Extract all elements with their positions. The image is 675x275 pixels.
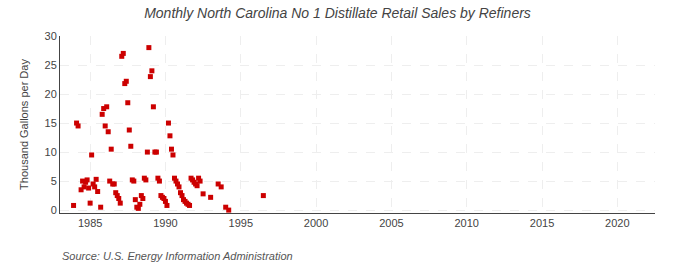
svg-text:10: 10 xyxy=(45,146,57,158)
svg-text:Monthly North Carolina No 1 Di: Monthly North Carolina No 1 Distillate R… xyxy=(144,5,531,21)
svg-text:15: 15 xyxy=(45,117,57,129)
svg-text:1985: 1985 xyxy=(78,217,102,229)
svg-text:20: 20 xyxy=(45,88,57,100)
svg-text:2015: 2015 xyxy=(530,217,554,229)
svg-text:2010: 2010 xyxy=(454,217,478,229)
svg-text:Source: U.S. Energy Informatio: Source: U.S. Energy Information Administ… xyxy=(62,250,293,262)
svg-text:Thousand Gallons per Day: Thousand Gallons per Day xyxy=(18,59,30,190)
svg-text:0: 0 xyxy=(51,204,57,216)
svg-text:1995: 1995 xyxy=(229,217,253,229)
svg-text:30: 30 xyxy=(45,30,57,42)
svg-text:25: 25 xyxy=(45,59,57,71)
svg-text:5: 5 xyxy=(51,175,57,187)
svg-text:1990: 1990 xyxy=(153,217,177,229)
svg-text:2020: 2020 xyxy=(605,217,629,229)
svg-text:2005: 2005 xyxy=(379,217,403,229)
svg-text:2000: 2000 xyxy=(304,217,328,229)
